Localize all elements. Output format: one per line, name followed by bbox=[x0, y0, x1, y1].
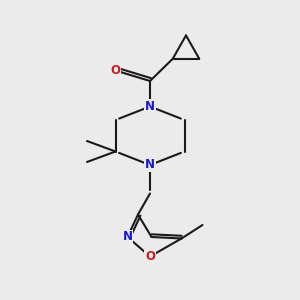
Text: N: N bbox=[122, 230, 133, 244]
Text: O: O bbox=[110, 64, 121, 77]
Text: N: N bbox=[145, 158, 155, 172]
Text: O: O bbox=[145, 250, 155, 263]
Text: N: N bbox=[145, 100, 155, 113]
